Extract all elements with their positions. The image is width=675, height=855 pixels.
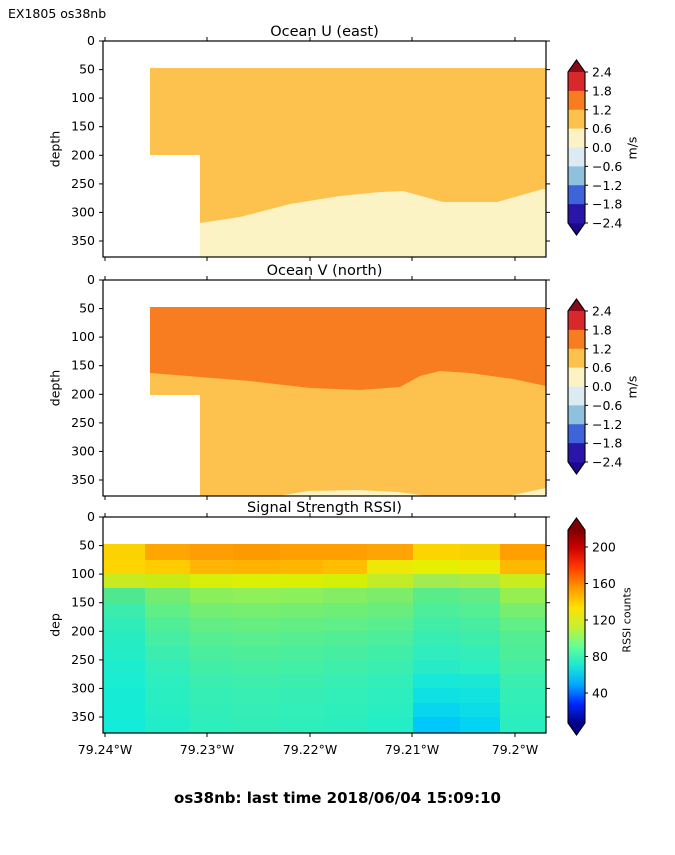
experiment-label: EX1805 os38nb [8, 6, 107, 21]
svg-text:100: 100 [71, 566, 95, 581]
svg-text:79.2°W: 79.2°W [492, 742, 538, 757]
svg-text:200: 200 [592, 540, 616, 555]
svg-text:−1.2: −1.2 [592, 417, 622, 432]
svg-text:−2.4: −2.4 [592, 216, 622, 231]
rssi-colorbar: 200 160 120 80 40 [567, 517, 616, 736]
axis-ticks [99, 37, 550, 261]
svg-text:0.6: 0.6 [592, 121, 612, 136]
svg-text:150: 150 [71, 119, 95, 134]
svg-text:80: 80 [592, 649, 608, 664]
rssi-title: Signal Strength RSSI) [247, 500, 402, 516]
svg-text:−1.8: −1.8 [592, 436, 622, 451]
svg-text:2.4: 2.4 [592, 65, 612, 80]
ocean-v-plot-canvas: 0 50 100 150 200 250 300 350 [71, 272, 550, 500]
svg-text:79.21°W: 79.21°W [385, 742, 439, 757]
svg-text:50: 50 [79, 538, 95, 553]
velocity-colorbar-2: 2.4 1.8 1.2 0.6 0.0 −0.6 −1.2 −1.8 −2.4 [567, 298, 622, 475]
svg-text:150: 150 [71, 595, 95, 610]
svg-text:−2.4: −2.4 [592, 455, 622, 470]
heatmap-cells [103, 544, 547, 734]
ocean-u-ylabel: depth [47, 130, 63, 168]
svg-text:0: 0 [87, 509, 95, 524]
svg-text:79.23°W: 79.23°W [180, 742, 234, 757]
last-time-status: os38nb: last time 2018/06/04 15:09:10 [174, 789, 501, 807]
svg-text:−0.6: −0.6 [592, 159, 622, 174]
svg-text:−1.8: −1.8 [592, 197, 622, 212]
svg-text:300: 300 [71, 680, 95, 695]
svg-text:250: 250 [71, 176, 95, 191]
rssi-ylabel: dep [47, 613, 63, 637]
axis-ticks [99, 513, 550, 737]
svg-text:250: 250 [71, 415, 95, 430]
svg-text:1.8: 1.8 [592, 322, 612, 337]
svg-text:350: 350 [71, 472, 95, 487]
svg-text:79.22°W: 79.22°W [283, 742, 337, 757]
svg-text:0: 0 [87, 33, 95, 48]
velocity-unit-label-1: m/s [624, 136, 640, 160]
svg-text:1.8: 1.8 [592, 83, 612, 98]
contour-bands [150, 68, 546, 257]
rssi-unit-label: RSSI counts [620, 587, 634, 653]
svg-text:150: 150 [71, 358, 95, 373]
svg-text:79.24°W: 79.24°W [78, 742, 132, 757]
svg-text:300: 300 [71, 443, 95, 458]
svg-text:1.2: 1.2 [592, 341, 612, 356]
axis-ticks [99, 276, 550, 500]
svg-text:350: 350 [71, 709, 95, 724]
ocean-v-title: Ocean V (north) [266, 263, 383, 279]
svg-text:50: 50 [79, 301, 95, 316]
svg-text:2.4: 2.4 [592, 304, 612, 319]
svg-text:0.0: 0.0 [592, 379, 612, 394]
svg-text:−1.2: −1.2 [592, 178, 622, 193]
svg-text:200: 200 [71, 147, 95, 162]
velocity-colorbar-1: 2.4 1.8 1.2 0.6 0.0 −0.6 −1.2 −1.8 −2.4 [567, 59, 622, 236]
ocean-u-title: Ocean U (east) [270, 24, 379, 40]
ocean-u-plot-canvas: 0 50 100 150 200 250 300 350 [71, 33, 550, 261]
svg-text:300: 300 [71, 204, 95, 219]
svg-text:0: 0 [87, 272, 95, 287]
contour-bands [150, 307, 546, 496]
svg-text:200: 200 [71, 623, 95, 638]
svg-text:350: 350 [71, 233, 95, 248]
svg-text:1.2: 1.2 [592, 102, 612, 117]
svg-text:0.6: 0.6 [592, 360, 612, 375]
svg-text:−0.6: −0.6 [592, 398, 622, 413]
svg-text:200: 200 [71, 386, 95, 401]
svg-text:50: 50 [79, 62, 95, 77]
ocean-v-ylabel: depth [47, 369, 63, 407]
svg-text:0.0: 0.0 [592, 140, 612, 155]
svg-text:40: 40 [592, 686, 608, 701]
svg-text:120: 120 [592, 613, 616, 628]
svg-text:100: 100 [71, 329, 95, 344]
svg-text:100: 100 [71, 90, 95, 105]
velocity-unit-label-2: m/s [624, 375, 640, 399]
svg-text:160: 160 [592, 576, 616, 591]
rssi-heatmap-canvas: 0 50 100 150 200 250 300 350 79.24°W 79.23°W 79.22… [71, 509, 550, 757]
svg-text:250: 250 [71, 652, 95, 667]
